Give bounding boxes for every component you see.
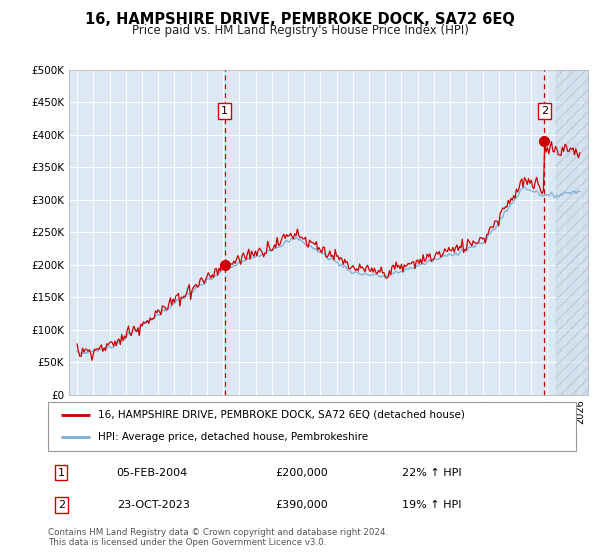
Text: 22% ↑ HPI: 22% ↑ HPI xyxy=(402,468,461,478)
FancyBboxPatch shape xyxy=(48,402,576,451)
Bar xyxy=(556,70,588,395)
Text: 2: 2 xyxy=(58,500,65,510)
Text: 05-FEB-2004: 05-FEB-2004 xyxy=(116,468,188,478)
Text: 1: 1 xyxy=(221,106,228,116)
Text: 23-OCT-2023: 23-OCT-2023 xyxy=(116,500,190,510)
Text: 2: 2 xyxy=(541,106,548,116)
Text: 16, HAMPSHIRE DRIVE, PEMBROKE DOCK, SA72 6EQ: 16, HAMPSHIRE DRIVE, PEMBROKE DOCK, SA72… xyxy=(85,12,515,27)
Text: 1: 1 xyxy=(58,468,65,478)
Text: £200,000: £200,000 xyxy=(275,468,328,478)
Text: 16, HAMPSHIRE DRIVE, PEMBROKE DOCK, SA72 6EQ (detached house): 16, HAMPSHIRE DRIVE, PEMBROKE DOCK, SA72… xyxy=(98,410,465,420)
Text: 19% ↑ HPI: 19% ↑ HPI xyxy=(402,500,461,510)
Text: HPI: Average price, detached house, Pembrokeshire: HPI: Average price, detached house, Pemb… xyxy=(98,432,368,442)
Text: Price paid vs. HM Land Registry's House Price Index (HPI): Price paid vs. HM Land Registry's House … xyxy=(131,24,469,36)
Text: Contains HM Land Registry data © Crown copyright and database right 2024.
This d: Contains HM Land Registry data © Crown c… xyxy=(48,528,388,547)
Text: £390,000: £390,000 xyxy=(275,500,328,510)
